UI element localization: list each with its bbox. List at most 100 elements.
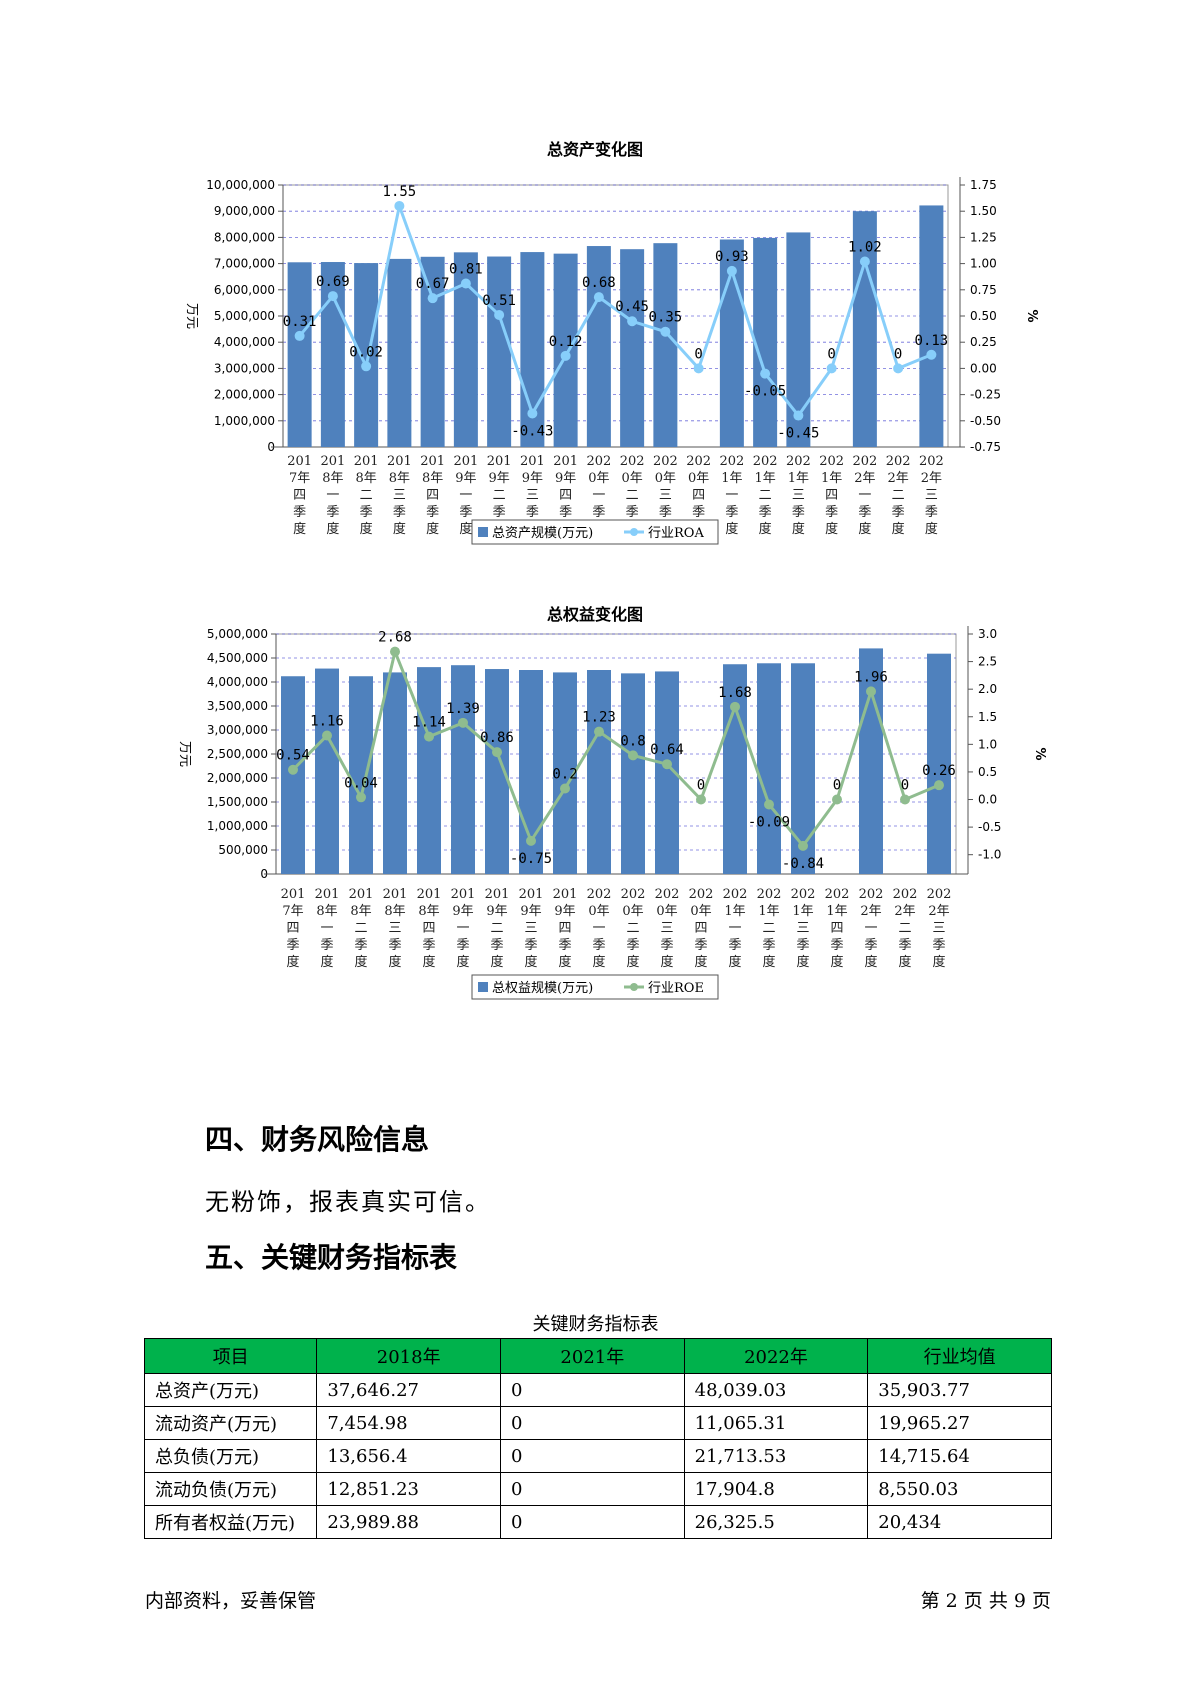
x-tick-label: 201 (349, 887, 374, 902)
x-tick-label: 201 (315, 887, 340, 902)
x-tick-label: 202 (852, 454, 877, 469)
bar (859, 648, 883, 874)
x-tick-label: 二 (762, 921, 775, 936)
data-point (390, 646, 400, 657)
x-tick-label: 2年 (887, 471, 908, 486)
table-row: 所有者权益(万元) 23,989.88 0 26,325.5 20,434 (143, 1505, 1052, 1539)
data-point (934, 780, 944, 791)
x-tick-label: 201 (453, 454, 478, 469)
data-label: 1.39 (446, 701, 480, 717)
x-tick-label: 季 (422, 938, 435, 953)
table-cell: 总负债(万元) (143, 1439, 318, 1473)
data-point (527, 408, 538, 419)
x-tick-label: 2年 (921, 471, 942, 486)
legend-box (471, 974, 719, 1000)
x-tick-label: 二 (493, 488, 506, 503)
data-point (288, 764, 298, 775)
y-tick-label: 9,000,000 (214, 204, 275, 218)
x-tick-label: 9年 (555, 471, 576, 486)
bar (653, 243, 678, 447)
bar (757, 663, 781, 874)
legend-line-label: 行业ROA (648, 526, 704, 541)
x-tick-label: 202 (621, 887, 646, 902)
x-tick-label: 一 (592, 488, 605, 503)
y2-tick-label: -0.75 (970, 440, 1001, 454)
y2-axis-title: % (1024, 309, 1039, 322)
x-tick-label: 四 (559, 488, 572, 503)
x-tick-label: 三 (659, 488, 672, 503)
legend-box (471, 519, 719, 545)
x-tick-label: 7年 (282, 904, 303, 919)
table-cell: 所有者权益(万元) (143, 1505, 318, 1539)
data-point (900, 794, 910, 805)
x-tick-label: 1年 (724, 904, 745, 919)
series-line (291, 646, 940, 849)
y2-tick-label: 2.0 (978, 682, 997, 696)
x-tick-label: 202 (886, 454, 911, 469)
data-label: 0.67 (416, 276, 450, 292)
x-tick-label: 度 (759, 521, 772, 537)
x-tick-label: 度 (320, 954, 333, 970)
data-point (494, 309, 505, 320)
x-tick-label: 二 (759, 488, 772, 503)
data-label: 0 (697, 778, 705, 794)
x-tick-label: 9年 (554, 904, 575, 919)
x-tick-label: 四 (426, 488, 439, 503)
x-tick-label: 201 (553, 887, 578, 902)
data-label: 1.23 (582, 710, 616, 726)
x-tick-label: 度 (459, 521, 472, 537)
x-tick-label: 度 (558, 954, 571, 970)
data-label: -0.84 (782, 856, 824, 872)
x-tick-label: 三 (524, 921, 537, 936)
x-tick-label: 季 (858, 505, 871, 520)
x-tick-label: 2年 (860, 904, 881, 919)
bar (791, 663, 815, 874)
x-tick-label: 度 (796, 954, 809, 970)
data-label: 0.81 (449, 262, 483, 278)
x-tick-label: 四 (558, 921, 571, 936)
x-tick-label: 度 (592, 954, 605, 970)
data-label: 0.68 (582, 275, 616, 291)
y-tick-label: 4,500,000 (207, 651, 268, 665)
x-tick-label: 8年 (389, 471, 410, 486)
x-tick-label: 季 (393, 505, 406, 520)
bar (420, 256, 445, 447)
data-label: 1.96 (854, 669, 888, 685)
x-tick-label: 202 (825, 887, 850, 902)
table-cell: 总资产(万元) (143, 1373, 318, 1407)
data-point (593, 292, 604, 303)
table-cell: 17,904.8 (683, 1472, 869, 1506)
chart-legend: 总资产规模(万元) 行业ROA (471, 519, 719, 545)
x-tick-label: 9年 (488, 471, 509, 486)
x-tick-label: 季 (864, 938, 877, 953)
y2-tick-label: 0.75 (970, 283, 997, 297)
x-tick-label: 202 (786, 454, 811, 469)
header-industry-avg: 行业均值 (867, 1338, 1052, 1374)
x-tick-label: 201 (281, 887, 306, 902)
x-tick-label: 202 (586, 454, 611, 469)
y2-tick-label: 1.0 (978, 737, 997, 751)
x-tick-label: 0年 (622, 904, 643, 919)
data-point (832, 794, 842, 805)
y2-tick-label: -0.50 (970, 414, 1001, 428)
header-2021: 2021年 (500, 1338, 685, 1374)
x-tick-label: 201 (417, 887, 442, 902)
table-row: 总资产(万元) 37,646.27 0 48,039.03 35,903.77 (143, 1373, 1052, 1407)
x-tick-label: 度 (725, 521, 738, 537)
data-label: 0.86 (480, 730, 514, 746)
total-assets-chart: 总资产变化图 0 1,000,000 2,000,000 3,000,000 4,000,… (0, 125, 1191, 595)
y-tick-label: 500,000 (218, 843, 268, 857)
x-tick-label: 一 (858, 488, 871, 503)
data-point (726, 265, 737, 276)
x-tick-label: 季 (293, 505, 306, 520)
x-tick-label: 二 (898, 921, 911, 936)
total-equity-chart: 总权益变化图 0 500,000 1,000,000 1,500,000 2,000,00… (0, 590, 1191, 1090)
data-point (826, 363, 837, 374)
x-tick-label: 9年 (452, 904, 473, 919)
x-tick-label: 季 (524, 938, 537, 953)
x-tick-label: 2年 (854, 471, 875, 486)
footer-page-number: 第 2 页 共 9 页 (920, 1590, 1051, 1612)
x-tick-label: 季 (659, 505, 672, 520)
x-tick-label: 202 (620, 454, 645, 469)
data-label: 0.51 (482, 293, 516, 309)
